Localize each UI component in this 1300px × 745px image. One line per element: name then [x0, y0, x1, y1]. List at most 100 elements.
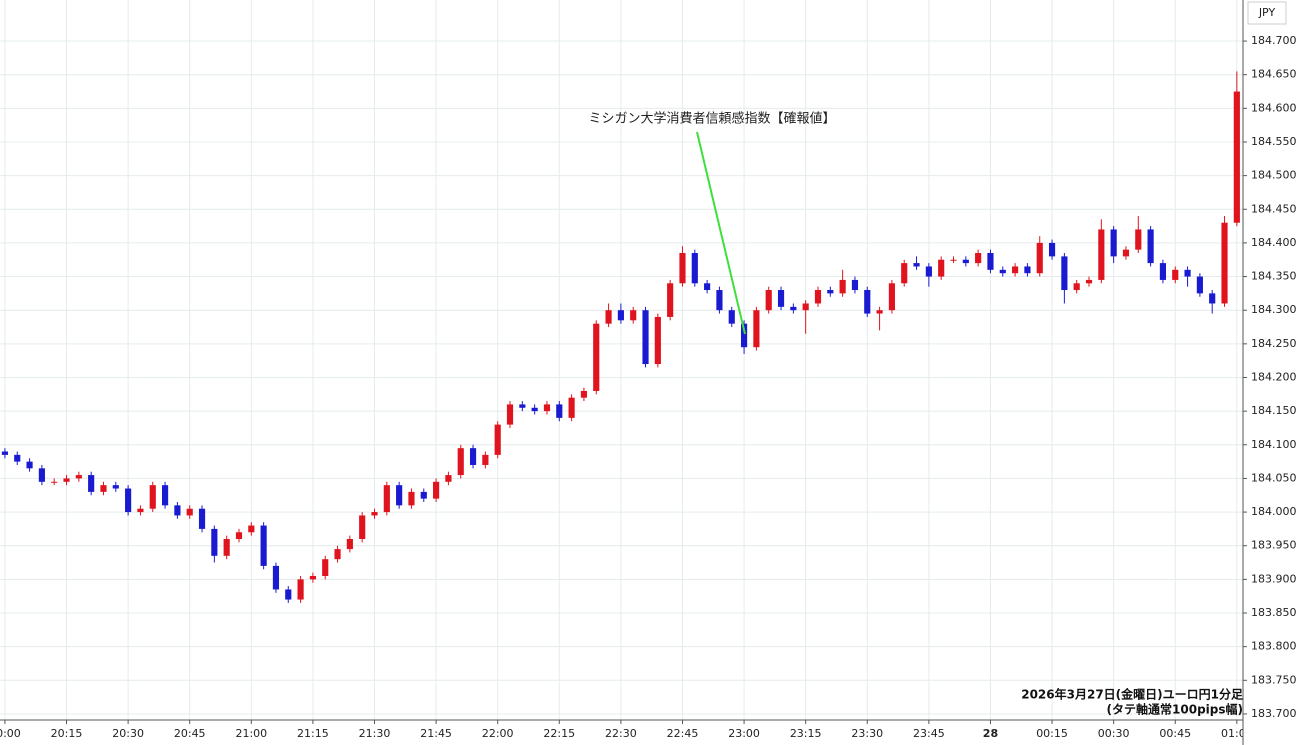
candle-body: [580, 390, 588, 398]
candle-body: [519, 404, 526, 408]
y-tick-label: 184.300: [1251, 303, 1297, 316]
candle-body: [987, 253, 994, 270]
candle-body: [75, 475, 82, 479]
candle-body: [790, 306, 797, 311]
candle-body: [211, 528, 218, 556]
candle-body: [186, 508, 193, 516]
candle-body: [765, 290, 772, 311]
candle-body: [617, 310, 624, 321]
y-tick-label: 184.650: [1251, 68, 1297, 81]
candle-body: [408, 491, 415, 506]
annotation: ミシガン大学消費者信頼感指数【確報値】: [588, 111, 835, 127]
candle-body: [543, 404, 551, 412]
x-tick-label: 01:00: [1221, 727, 1253, 740]
candle-body: [1147, 229, 1154, 264]
candle-body: [445, 475, 452, 482]
candle-body: [322, 559, 329, 576]
x-tick-label: 22:00: [482, 727, 514, 740]
x-tick-label: 20:30: [112, 727, 144, 740]
candle-body: [777, 290, 785, 307]
y-tick-label: 184.150: [1251, 404, 1297, 417]
y-tick-label: 183.700: [1251, 707, 1297, 720]
candle-body: [346, 538, 353, 550]
candle-body: [1135, 229, 1142, 250]
candle-body: [1061, 256, 1068, 291]
x-tick-label: 22:30: [605, 727, 637, 740]
candle-body: [38, 468, 45, 482]
y-tick-label: 183.950: [1251, 539, 1297, 552]
x-tick-label: 00:45: [1159, 727, 1191, 740]
candle-body: [1024, 266, 1031, 274]
x-tick-label: 20:00: [0, 727, 21, 740]
candle-body: [297, 579, 304, 600]
candle-body: [1159, 263, 1167, 280]
candle-body: [125, 488, 132, 513]
y-tick-label: 183.750: [1251, 673, 1297, 686]
candle-body: [1172, 269, 1179, 280]
candle-body: [63, 478, 70, 482]
candle-body: [309, 576, 316, 580]
y-tick-label: 184.000: [1251, 505, 1297, 518]
candle-body: [556, 404, 563, 418]
candle-body: [1, 451, 9, 455]
candle-body: [420, 491, 427, 499]
candle-body: [802, 303, 809, 311]
note: 2026年3月27日(金曜日)ユーロ円1分足: [1021, 687, 1243, 702]
candle-body: [482, 454, 489, 465]
y-tick-label: 184.200: [1251, 370, 1297, 383]
x-tick-label: 20:45: [174, 727, 206, 740]
candle-body: [531, 407, 538, 412]
candle-body: [174, 505, 181, 516]
candle-body: [383, 485, 390, 513]
candle-body: [223, 538, 230, 556]
x-tick-label: 00:30: [1098, 727, 1130, 740]
candle-body: [1012, 266, 1019, 274]
candle-body: [925, 266, 932, 277]
candle-body: [605, 310, 612, 324]
candle-body: [149, 485, 156, 509]
candle-body: [161, 485, 169, 506]
y-tick-label: 184.450: [1251, 202, 1297, 215]
candle-body: [642, 310, 649, 365]
x-tick-label: 21:00: [235, 727, 267, 740]
candle-body: [235, 532, 243, 539]
candle-body: [285, 589, 292, 600]
y-tick-label: 183.850: [1251, 606, 1297, 619]
candle-body: [839, 279, 846, 294]
candle-body: [1110, 229, 1117, 257]
candle-body: [248, 525, 255, 533]
candle-body: [876, 310, 883, 314]
candle-body: [396, 485, 403, 506]
candle-body: [1184, 269, 1191, 277]
y-tick-label: 184.500: [1251, 169, 1297, 182]
candle-body: [494, 424, 501, 455]
candle-body: [938, 259, 945, 277]
x-tick-label: 23:45: [913, 727, 945, 740]
candle-body: [716, 290, 723, 311]
candle-body: [593, 323, 600, 391]
candle-body: [1048, 242, 1056, 257]
candle-body: [740, 323, 748, 348]
candle-body: [864, 290, 871, 314]
candle-body: [14, 454, 21, 462]
candle-body: [1209, 293, 1216, 304]
candle-body: [1073, 283, 1080, 291]
candle-body: [975, 253, 982, 264]
x-tick-label: 22:45: [667, 727, 699, 740]
candle-body: [728, 310, 735, 324]
annotation-pointer: [696, 131, 746, 335]
candle-body: [814, 290, 822, 304]
candle-body: [962, 259, 969, 264]
grid: [0, 0, 1243, 720]
x-tick-label: 00:15: [1036, 727, 1068, 740]
candle-body: [26, 461, 33, 469]
candle-body: [51, 481, 58, 483]
candle-body: [654, 316, 661, 365]
candle-body: [506, 404, 514, 425]
candle-body: [371, 512, 378, 516]
y-tick-label: 184.250: [1251, 337, 1297, 350]
y-tick-label: 183.800: [1251, 640, 1297, 653]
candle-body: [753, 310, 760, 348]
candle-body: [1122, 249, 1130, 257]
x-tick-label: 22:15: [543, 727, 575, 740]
